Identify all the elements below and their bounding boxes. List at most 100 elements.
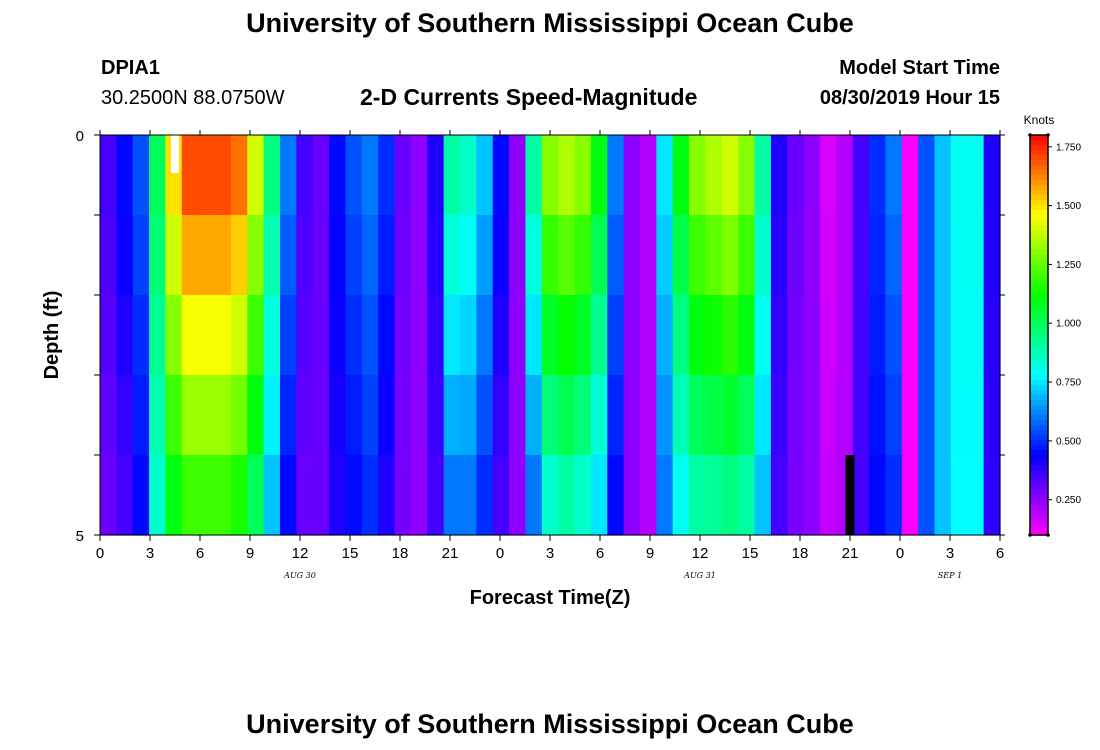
heatmap-cell: [901, 135, 919, 216]
colorbar-segment: [1030, 480, 1048, 486]
heatmap-cell: [247, 375, 265, 456]
heatmap-cell: [950, 455, 968, 536]
colorbar-segment: [1030, 465, 1048, 471]
colorbar-segment: [1030, 530, 1048, 536]
heatmap-cell: [738, 135, 756, 216]
x-tick-label: 3: [946, 545, 954, 562]
colorbar-tick-label: 1.500: [1056, 201, 1081, 212]
heatmap-cell: [770, 295, 788, 376]
heatmap-cell: [361, 215, 379, 296]
heatmap-cell: [705, 295, 723, 376]
heatmap-cell: [198, 295, 216, 376]
colorbar-segment: [1030, 460, 1048, 466]
heatmap-cell: [640, 375, 657, 456]
heatmap-cell: [983, 455, 1001, 536]
colorbar-tick-label: 0.750: [1056, 378, 1081, 389]
heatmap-cell: [787, 215, 805, 296]
colorbar-segment: [1030, 175, 1048, 181]
heatmap-cell: [280, 375, 297, 456]
colorbar-segment: [1030, 390, 1048, 396]
colorbar-segment: [1030, 315, 1048, 321]
heatmap-cell: [672, 215, 690, 296]
heatmap-cell: [541, 455, 559, 536]
heatmap-cell: [770, 455, 788, 536]
heatmap-cell: [443, 375, 461, 456]
heatmap-cell: [852, 135, 870, 216]
heatmap-cell: [705, 455, 723, 536]
heatmap-cell: [394, 295, 412, 376]
colorbar-segment: [1030, 435, 1048, 441]
heatmap-cell: [230, 215, 248, 296]
heatmap-cell: [214, 215, 232, 296]
heatmap-cell: [541, 135, 559, 216]
heatmap-cell: [214, 375, 232, 456]
heatmap-cell: [378, 135, 396, 216]
date-label: AUG 30: [283, 571, 316, 580]
colorbar-segment: [1030, 250, 1048, 256]
heatmap-cell: [656, 135, 674, 216]
heatmap-cell: [689, 215, 707, 296]
heatmap-cell: [345, 455, 363, 536]
heatmap-cell: [476, 295, 494, 376]
heatmap-cell: [885, 215, 903, 296]
colorbar-segment: [1030, 170, 1048, 176]
colorbar-segment: [1030, 470, 1048, 476]
heatmap-cell: [803, 295, 821, 376]
heatmap-cell: [427, 135, 445, 216]
heatmap-cell: [918, 215, 936, 296]
heatmap-cell: [852, 295, 870, 376]
heatmap-cell: [198, 375, 216, 456]
heatmap-cell: [869, 295, 887, 376]
heatmap-cell: [967, 215, 985, 296]
heatmap-cell: [181, 135, 199, 216]
heatmap-cell: [590, 135, 608, 216]
colorbar-segment: [1030, 380, 1048, 386]
heatmap-cell: [901, 215, 919, 296]
heatmap-cell: [934, 135, 952, 216]
colorbar-segment: [1030, 230, 1048, 236]
heatmap-cell: [280, 135, 297, 216]
heatmap-cell: [901, 295, 919, 376]
date-label: SEP 1: [938, 571, 962, 580]
heatmap-cell: [950, 215, 968, 296]
heatmap-cell: [181, 295, 199, 376]
heatmap-cell: [541, 215, 559, 296]
heatmap-cell: [558, 455, 576, 536]
heatmap-cell: [754, 215, 772, 296]
heatmap-cell: [329, 215, 347, 296]
heatmap-cell: [509, 375, 527, 456]
heatmap-cell: [820, 215, 837, 296]
colorbar-segment: [1030, 360, 1048, 366]
colorbar-frame: [1029, 134, 1049, 536]
station-id: DPIA1: [101, 57, 160, 79]
colorbar-segment: [1030, 195, 1048, 201]
colorbar-segment: [1030, 290, 1048, 296]
heatmap-cell: [329, 375, 347, 456]
missing-data-cell: [171, 135, 179, 173]
colorbar-segment: [1030, 400, 1048, 406]
heatmap-cell: [574, 455, 592, 536]
x-tick-label: 0: [896, 545, 904, 562]
colorbar-corner: [1046, 133, 1050, 137]
colorbar-segment: [1030, 320, 1048, 326]
heatmap-cell: [460, 375, 477, 456]
colorbar-segment: [1030, 365, 1048, 371]
colorbar-corner: [1028, 133, 1032, 137]
heatmap-cell: [983, 215, 1001, 296]
heatmap-cell: [100, 375, 117, 456]
colorbar-tick-label: 1.250: [1056, 260, 1081, 271]
heatmap-cell: [361, 455, 379, 536]
heatmap-cell: [983, 135, 1001, 216]
heatmap-cell: [672, 295, 690, 376]
heatmap-cell: [247, 455, 265, 536]
x-tick-label: 6: [196, 545, 204, 562]
y-tick-label: 5: [76, 528, 84, 545]
heatmap-cell: [100, 295, 117, 376]
heatmap-cell: [427, 455, 445, 536]
heatmap-cell: [705, 215, 723, 296]
heatmap-cell: [443, 455, 461, 536]
heatmap-cell: [263, 215, 281, 296]
heatmap-cell: [345, 215, 363, 296]
heatmap-cell: [509, 215, 527, 296]
